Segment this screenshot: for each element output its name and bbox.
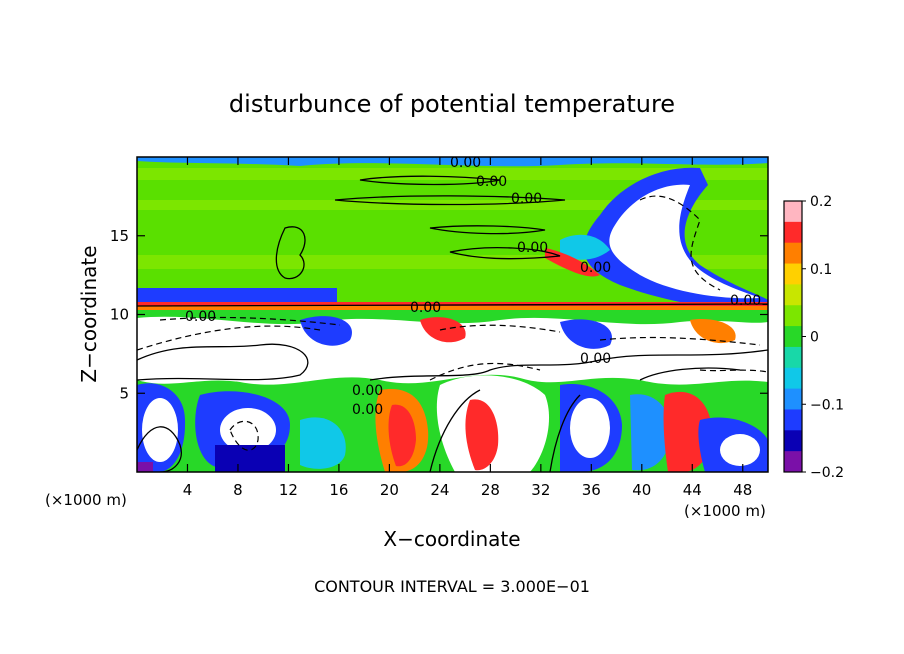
contour-lower-5 — [549, 394, 581, 472]
colorbar-swatch — [784, 367, 802, 390]
contour-lower-1 — [137, 343, 309, 381]
contour-lower-6 — [639, 367, 741, 381]
field-blob-magenta-1 — [137, 462, 153, 472]
field-blob-red-3 — [663, 391, 712, 472]
contour-label: 0.00 — [730, 293, 761, 309]
colorbar-swatch — [784, 430, 802, 452]
field-interface-orange — [137, 306, 768, 310]
field-blob-red-1 — [388, 404, 416, 467]
contour-label: 0.00 — [410, 300, 441, 316]
x-tick-label: 4 — [183, 481, 193, 499]
contour-label: 0.00 — [185, 309, 216, 325]
colorbar — [783, 200, 803, 473]
x-tick-label: 16 — [329, 481, 348, 499]
contour-upper-5 — [449, 246, 561, 260]
x-tick-label: 24 — [430, 481, 449, 499]
contour-dashed-8 — [699, 369, 768, 373]
x-axis: 4 8 12 16 20 24 28 32 36 40 44 48 — [183, 157, 752, 499]
colorbar-ticks: 0.2 0.1 0 −0.1 −0.2 — [802, 194, 844, 481]
contour-upper-2 — [334, 195, 566, 206]
x-tick-label: 36 — [582, 481, 601, 499]
colorbar-swatch — [784, 326, 802, 348]
field-blob-white-4 — [570, 398, 610, 458]
colorbar-swatch — [784, 409, 802, 431]
field-blob-white-2 — [220, 408, 276, 452]
contour-lines-dashed — [137, 195, 768, 451]
contour-label: 0.00 — [580, 351, 611, 367]
colorbar-tick-label: 0 — [810, 330, 819, 346]
field-top-edge — [137, 157, 768, 167]
contour-dashed-3 — [439, 324, 561, 333]
contour-upper-4 — [429, 225, 546, 235]
colorbar-swatch — [784, 284, 802, 306]
colorbar-tick-label: −0.1 — [810, 397, 844, 413]
field-plume-cyan — [560, 234, 610, 260]
x-tick-label: 48 — [733, 481, 752, 499]
y-tick-label: 5 — [119, 384, 129, 402]
contour-dashed-1 — [137, 325, 321, 351]
y-tick-label: 15 — [110, 227, 129, 245]
contour-interval-note: CONTOUR INTERVAL = 3.000E−01 — [314, 577, 590, 596]
y-axis-label: Z−coordinate — [77, 245, 101, 382]
contour-label: 0.00 — [352, 402, 383, 418]
colorbar-tick-label: −0.2 — [810, 465, 844, 481]
chart-title: disturbunce of potential temperature — [229, 90, 675, 118]
x-tick-label: 20 — [380, 481, 399, 499]
x-axis-label: X−coordinate — [383, 527, 520, 551]
y-tick-label: 10 — [110, 306, 129, 324]
field-band-blue-1 — [300, 316, 352, 346]
contour-label: 0.00 — [476, 174, 507, 190]
contour-upper-1 — [359, 175, 501, 186]
field-plume-white — [609, 184, 760, 299]
colorbar-swatch — [784, 242, 802, 265]
contour-upper-3 — [275, 226, 306, 280]
field-blob-navy-1 — [215, 445, 285, 472]
plot-area: 0.00 0.00 0.00 0.00 0.00 0.00 0.00 0.00 … — [137, 155, 768, 472]
y-axis: 5 10 15 — [110, 227, 768, 402]
field-blob-blue-3 — [300, 417, 346, 469]
contour-lines — [137, 175, 768, 472]
contour-label: 0.00 — [580, 260, 611, 276]
x-unit-right: (×1000 m) — [684, 502, 766, 520]
field-upper-band-1 — [137, 168, 768, 180]
contour-dashed-6 — [429, 362, 541, 381]
contour-lower-4 — [429, 389, 481, 472]
field-interface-red — [137, 302, 768, 306]
x-tick-label: 40 — [632, 481, 651, 499]
colorbar-swatch — [784, 263, 802, 285]
contour-label-group: 0.00 0.00 0.00 0.00 0.00 0.00 0.00 0.00 … — [185, 155, 761, 418]
field-band-blue-2 — [560, 319, 612, 349]
colorbar-swatch — [784, 221, 802, 244]
contour-lower-3 — [369, 349, 768, 381]
field-blob-blue-5 — [630, 394, 671, 471]
x-tick-label: 28 — [481, 481, 500, 499]
x-tick-label: 44 — [683, 481, 702, 499]
field-interface-blue — [137, 288, 337, 302]
contour-label: 0.00 — [517, 240, 548, 256]
contour-label: 0.00 — [352, 383, 383, 399]
field-blob-red-2 — [465, 399, 499, 471]
contour-interface — [137, 303, 768, 307]
contour-dashed-7 — [639, 195, 721, 291]
contour-lower-2 — [137, 426, 182, 472]
colorbar-swatch — [784, 388, 802, 410]
colorbar-swatch — [784, 305, 802, 327]
colorbar-swatch — [784, 201, 802, 223]
contour-dashed-2 — [159, 316, 341, 326]
colorbar-tick-label: 0.2 — [810, 194, 832, 210]
x-tick-label: 8 — [233, 481, 243, 499]
field-blob-white-5 — [720, 434, 760, 466]
x-tick-label: 12 — [279, 481, 298, 499]
colorbar-swatch — [784, 451, 802, 473]
x-unit-left: (×1000 m) — [45, 491, 127, 509]
x-tick-label: 32 — [531, 481, 550, 499]
colorbar-swatch — [784, 346, 802, 369]
contour-label: 0.00 — [511, 191, 542, 207]
contour-dashed-5 — [229, 420, 259, 451]
field-blob-white-1 — [142, 398, 178, 462]
colorbar-tick-label: 0.1 — [810, 262, 832, 278]
field-band-orange-1 — [690, 319, 736, 344]
contour-label: 0.00 — [450, 155, 481, 171]
